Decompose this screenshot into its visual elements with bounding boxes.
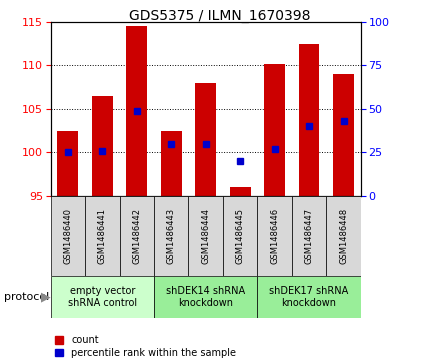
Text: empty vector
shRNA control: empty vector shRNA control	[68, 286, 137, 307]
Bar	[195, 83, 216, 196]
Bar	[120, 196, 154, 276]
Legend: count, percentile rank within the sample: count, percentile rank within the sample	[55, 335, 236, 358]
Bar	[223, 196, 257, 276]
Bar	[85, 196, 120, 276]
Bar	[299, 44, 319, 196]
Bar	[264, 64, 285, 196]
Text: GDS5375 / ILMN_1670398: GDS5375 / ILMN_1670398	[129, 9, 311, 23]
Bar	[257, 196, 292, 276]
Bar	[92, 96, 113, 196]
Text: GSM1486442: GSM1486442	[132, 208, 141, 264]
Text: shDEK14 shRNA
knockdown: shDEK14 shRNA knockdown	[166, 286, 245, 307]
Text: GSM1486441: GSM1486441	[98, 208, 107, 264]
Text: shDEK17 shRNA
knockdown: shDEK17 shRNA knockdown	[269, 286, 349, 307]
Text: GSM1486446: GSM1486446	[270, 208, 279, 264]
Text: GSM1486448: GSM1486448	[339, 208, 348, 264]
Text: GSM1486443: GSM1486443	[167, 208, 176, 264]
Bar	[154, 276, 257, 318]
Bar	[188, 196, 223, 276]
Bar	[292, 196, 326, 276]
Text: GSM1486447: GSM1486447	[304, 208, 314, 264]
Bar	[333, 74, 354, 196]
Bar	[51, 196, 85, 276]
Text: GSM1486440: GSM1486440	[63, 208, 72, 264]
Bar	[161, 131, 182, 196]
Bar	[126, 26, 147, 196]
Bar	[51, 276, 154, 318]
Bar	[230, 187, 250, 196]
Bar	[58, 131, 78, 196]
Text: ▶: ▶	[40, 290, 50, 303]
Bar	[257, 276, 361, 318]
Text: protocol: protocol	[4, 292, 50, 302]
Text: GSM1486444: GSM1486444	[201, 208, 210, 264]
Text: GSM1486445: GSM1486445	[236, 208, 245, 264]
Bar	[154, 196, 188, 276]
Bar	[326, 196, 361, 276]
